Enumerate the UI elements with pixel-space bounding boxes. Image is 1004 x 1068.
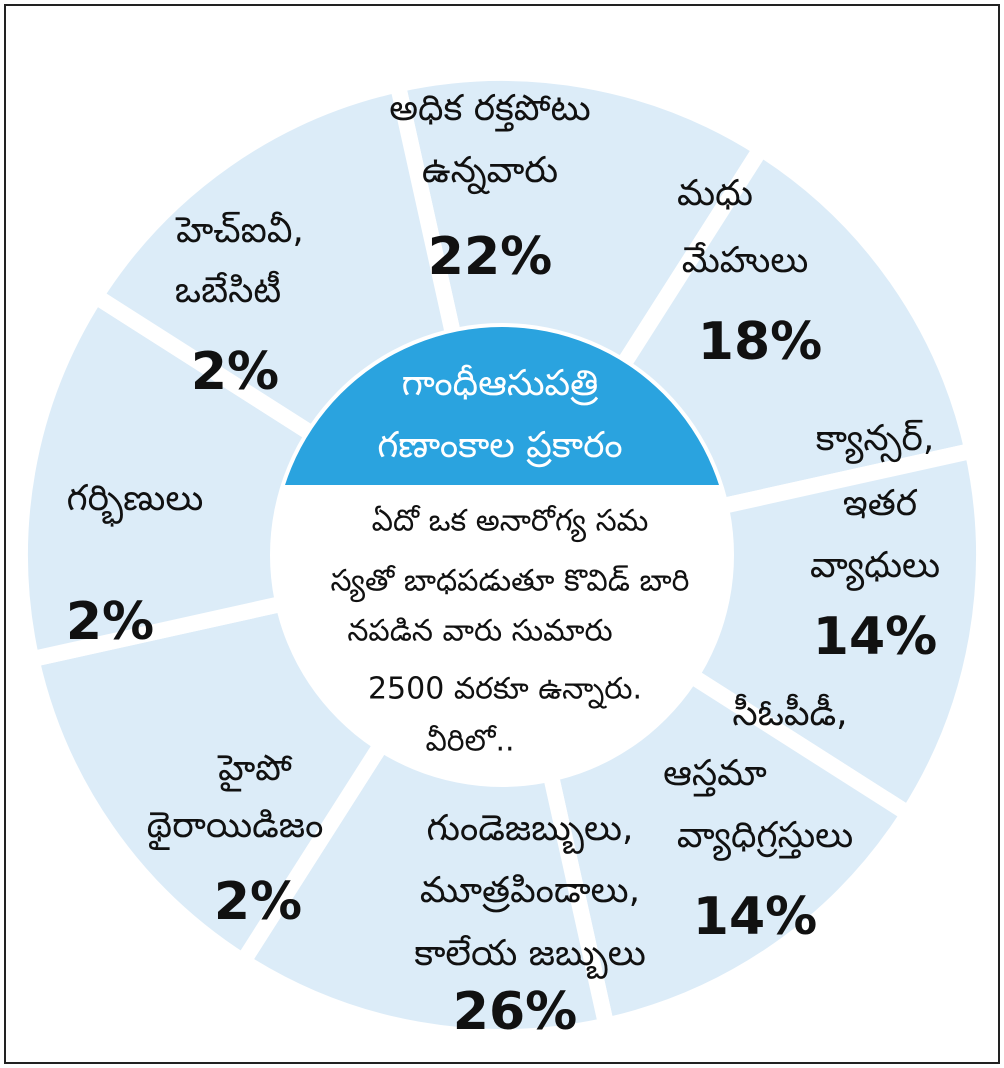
center-text: ఏదో ఒక అనారోగ్య సమ: [372, 504, 649, 543]
segment-value: 14%: [813, 607, 937, 667]
segment-label: మూత్రపిండాలు,: [420, 870, 640, 913]
segment-label: అధిక రక్తపోటు: [389, 88, 591, 132]
segment-label: వ్యాధిగ్రస్తులు: [677, 815, 853, 861]
center-text: వీరిలో..: [425, 724, 514, 759]
segment-value: 14%: [693, 887, 817, 947]
segment-value: 2%: [191, 342, 279, 402]
segment-label: వ్యాధులు: [810, 545, 940, 591]
segment-label: హైపో: [217, 748, 293, 792]
segment-label: హెచ్ఐవీ,: [175, 210, 304, 251]
segment-value: 2%: [66, 592, 154, 652]
segment-value: 22%: [428, 227, 552, 287]
segment-label: మధు: [677, 173, 753, 214]
segment-label: ఒబేసిటీ: [175, 270, 281, 311]
center-text: నపడిన వారు సుమారు: [347, 614, 612, 649]
segment-label: ఇతర: [843, 483, 918, 524]
center-title: గాంధీఆసుపత్రి: [402, 363, 599, 406]
title-dome: [285, 327, 719, 485]
center-text: స్యతో బాధపడుతూ కొవిడ్ బారి: [331, 564, 690, 603]
segment-label: కాలేయ జబ్బులు: [414, 933, 646, 979]
segment-label: థైరాయిడిజం: [147, 805, 324, 850]
segment-value: 2%: [214, 872, 302, 932]
segment-label: మేహులు: [682, 240, 809, 281]
segment-value: 26%: [453, 982, 577, 1042]
segment-label: గుండెజబ్బులు,: [427, 808, 634, 854]
segment-label: ఉన్నవారు: [422, 150, 558, 195]
segment-value: 18%: [698, 312, 822, 372]
segment-label: సీఓపీడీ,: [732, 693, 847, 734]
center-title: గణాంకాల ప్రకారం: [377, 425, 622, 468]
center-text: 2500 వరకూ ఉన్నారు.: [368, 672, 642, 710]
segment-label: గర్భిణులు: [67, 478, 204, 527]
segment-label: క్యాన్సర్,: [816, 418, 935, 464]
segment-label: ఆస్తమా: [663, 753, 767, 797]
